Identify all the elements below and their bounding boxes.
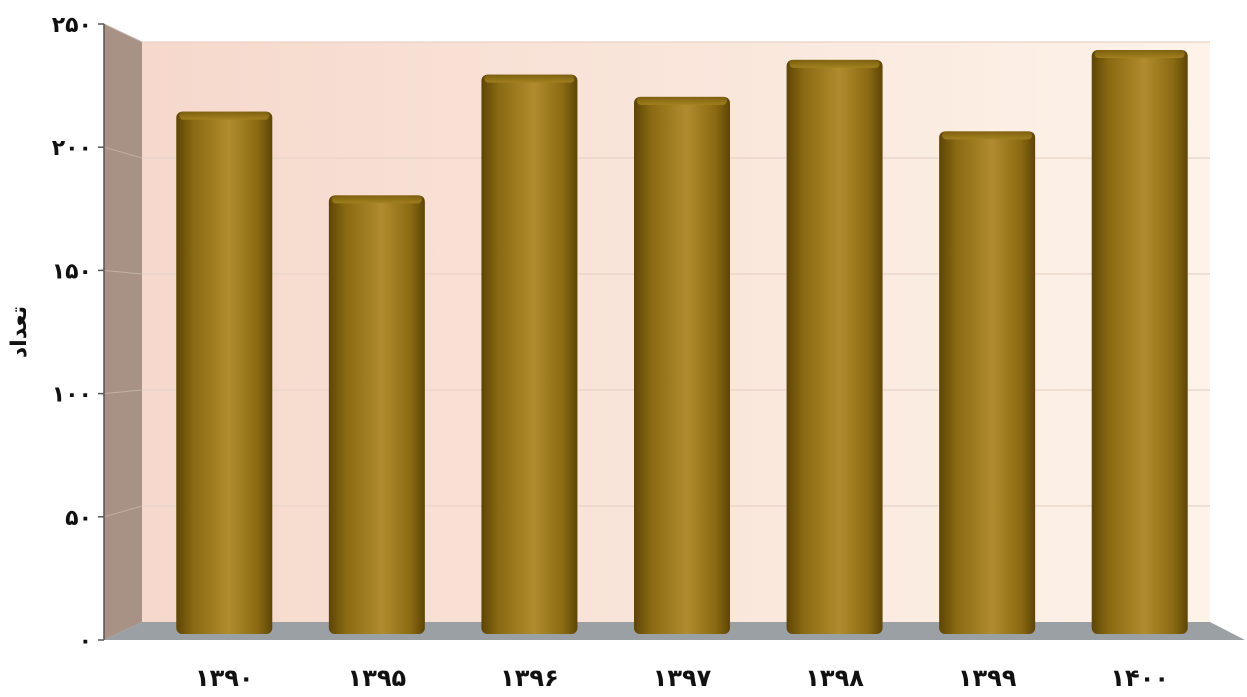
- bar: [786, 59, 883, 634]
- bar-body: [176, 111, 273, 634]
- x-tick-label: ۱۳۹۵: [348, 664, 407, 692]
- gridline-side: [103, 505, 143, 518]
- y-tick-label: ۱۵۰: [52, 259, 92, 284]
- bar: [939, 131, 1036, 634]
- x-tick-label: ۱۴۰۰: [1110, 664, 1169, 692]
- bar: [634, 96, 730, 634]
- y-tick-label: ۲۰۰: [52, 136, 92, 161]
- x-tick-label: ۱۳۹۷: [653, 664, 712, 692]
- bar-top: [484, 74, 575, 83]
- bar-body: [939, 131, 1036, 634]
- bar-top: [789, 59, 880, 68]
- x-ticks: ۱۳۹۰ ۱۳۹۵ ۱۳۹۶ ۱۳۹۷ ۱۳۹۸ ۱۳۹۹ ۱۴۰۰: [195, 664, 1169, 692]
- bar-body: [786, 59, 883, 634]
- bar: [1091, 50, 1188, 635]
- bar-top: [942, 131, 1033, 140]
- bar: [176, 111, 273, 634]
- y-axis-title: تعداد: [7, 306, 32, 358]
- gridline-side: [103, 389, 143, 395]
- x-tick-label: ۱۳۹۶: [500, 664, 559, 692]
- side-wall: [104, 24, 142, 640]
- bar-top: [637, 96, 727, 105]
- bar-top: [179, 111, 270, 120]
- x-tick-label: ۱۳۹۹: [958, 664, 1017, 692]
- y-tick-label: ۵۰: [65, 506, 92, 531]
- gridline-side: [103, 146, 143, 159]
- y-tick-label: ۱۰۰: [52, 383, 92, 408]
- gridline-side: [103, 23, 143, 43]
- bar-body: [481, 74, 578, 634]
- bar-body: [634, 96, 730, 634]
- bar-body: [1091, 50, 1188, 635]
- x-tick-label: ۱۳۹۰: [195, 664, 254, 692]
- y-ticks: ۰ ۵۰ ۱۰۰ ۱۵۰ ۲۰۰ ۲۵۰: [52, 13, 104, 654]
- bar-body: [328, 195, 425, 634]
- y-tick-label: ۲۵۰: [52, 13, 92, 38]
- y-tick-label: ۰: [79, 629, 92, 654]
- bar: [481, 74, 578, 634]
- bar-top: [331, 195, 422, 204]
- bar: [328, 195, 425, 634]
- gridline-side: [103, 269, 143, 275]
- bars: [176, 50, 1188, 635]
- bar-top: [1094, 50, 1185, 59]
- x-tick-label: ۱۳۹۸: [805, 664, 864, 692]
